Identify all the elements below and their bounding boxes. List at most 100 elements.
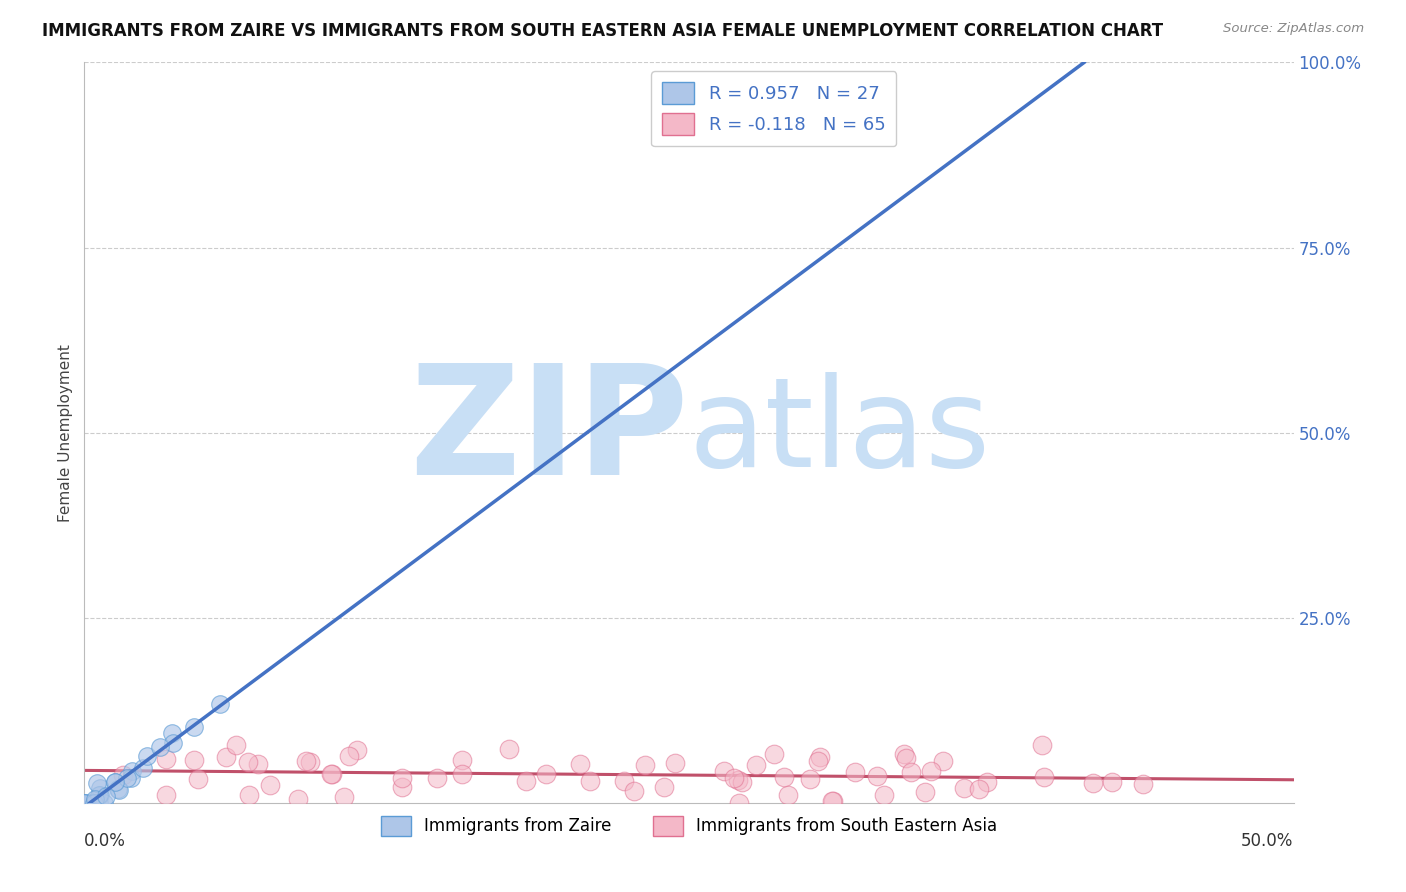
- Point: [391, 771, 413, 785]
- Point: [346, 743, 368, 757]
- Point: [319, 767, 342, 781]
- Point: [1081, 776, 1104, 790]
- Point: [515, 773, 537, 788]
- Text: IMMIGRANTS FROM ZAIRE VS IMMIGRANTS FROM SOUTH EASTERN ASIA FEMALE UNEMPLOYMENT : IMMIGRANTS FROM ZAIRE VS IMMIGRANTS FROM…: [42, 22, 1163, 40]
- Point: [247, 757, 270, 772]
- Point: [108, 782, 131, 797]
- Point: [807, 754, 830, 768]
- Point: [238, 788, 260, 802]
- Point: [117, 771, 139, 785]
- Point: [900, 765, 922, 780]
- Point: [104, 774, 127, 789]
- Point: [1132, 777, 1154, 791]
- Point: [1033, 770, 1056, 784]
- Point: [426, 771, 449, 785]
- Text: Source: ZipAtlas.com: Source: ZipAtlas.com: [1223, 22, 1364, 36]
- Point: [808, 750, 831, 764]
- Point: [914, 785, 936, 799]
- Point: [155, 789, 177, 803]
- Point: [896, 751, 918, 765]
- Point: [713, 764, 735, 779]
- Point: [104, 775, 127, 789]
- Point: [132, 761, 155, 775]
- Point: [969, 781, 991, 796]
- Point: [451, 753, 474, 767]
- Point: [844, 765, 866, 780]
- Point: [727, 796, 749, 810]
- Point: [799, 772, 821, 786]
- Point: [183, 720, 205, 734]
- Text: 0.0%: 0.0%: [84, 832, 127, 850]
- Point: [451, 767, 474, 781]
- Point: [87, 788, 110, 802]
- Point: [287, 791, 309, 805]
- Point: [294, 754, 316, 768]
- Point: [536, 767, 558, 781]
- Y-axis label: Female Unemployment: Female Unemployment: [58, 343, 73, 522]
- Point: [893, 747, 915, 762]
- Point: [73, 796, 96, 810]
- Point: [776, 789, 799, 803]
- Point: [236, 755, 259, 769]
- Point: [112, 768, 135, 782]
- Point: [866, 769, 889, 783]
- Point: [79, 796, 101, 810]
- Point: [634, 758, 657, 772]
- Point: [86, 776, 108, 790]
- Text: 50.0%: 50.0%: [1241, 832, 1294, 850]
- Point: [259, 778, 281, 792]
- Point: [731, 774, 754, 789]
- Point: [821, 794, 844, 808]
- Point: [723, 771, 745, 785]
- Point: [873, 788, 896, 802]
- Point: [298, 756, 321, 770]
- Point: [623, 784, 645, 798]
- Point: [209, 697, 232, 711]
- Point: [727, 772, 749, 787]
- Point: [664, 756, 686, 771]
- Point: [162, 736, 184, 750]
- Point: [84, 791, 107, 805]
- Point: [93, 796, 115, 810]
- Point: [73, 796, 96, 810]
- Text: atlas: atlas: [689, 372, 991, 493]
- Point: [120, 771, 142, 785]
- Point: [225, 738, 247, 752]
- Point: [578, 773, 600, 788]
- Point: [763, 747, 786, 761]
- Point: [1101, 774, 1123, 789]
- Point: [135, 748, 157, 763]
- Point: [215, 750, 238, 764]
- Point: [89, 780, 111, 795]
- Point: [160, 726, 183, 740]
- Point: [953, 781, 976, 796]
- Point: [613, 773, 636, 788]
- Point: [821, 794, 844, 808]
- Point: [1031, 739, 1053, 753]
- Point: [932, 754, 955, 768]
- Point: [568, 756, 591, 771]
- Legend: Immigrants from Zaire, Immigrants from South Eastern Asia: Immigrants from Zaire, Immigrants from S…: [374, 809, 1004, 843]
- Point: [75, 796, 97, 810]
- Point: [391, 780, 413, 794]
- Point: [773, 770, 796, 784]
- Point: [96, 789, 118, 803]
- Point: [107, 782, 129, 797]
- Point: [187, 772, 209, 786]
- Point: [89, 789, 111, 803]
- Point: [155, 752, 177, 766]
- Point: [332, 790, 354, 805]
- Point: [976, 775, 998, 789]
- Text: ZIP: ZIP: [409, 358, 689, 508]
- Point: [498, 742, 520, 756]
- Point: [321, 767, 343, 781]
- Point: [83, 796, 105, 810]
- Point: [89, 796, 111, 810]
- Point: [183, 754, 205, 768]
- Point: [744, 758, 766, 772]
- Point: [652, 780, 675, 795]
- Point: [148, 739, 170, 754]
- Point: [339, 748, 361, 763]
- Point: [121, 764, 143, 779]
- Point: [920, 764, 942, 778]
